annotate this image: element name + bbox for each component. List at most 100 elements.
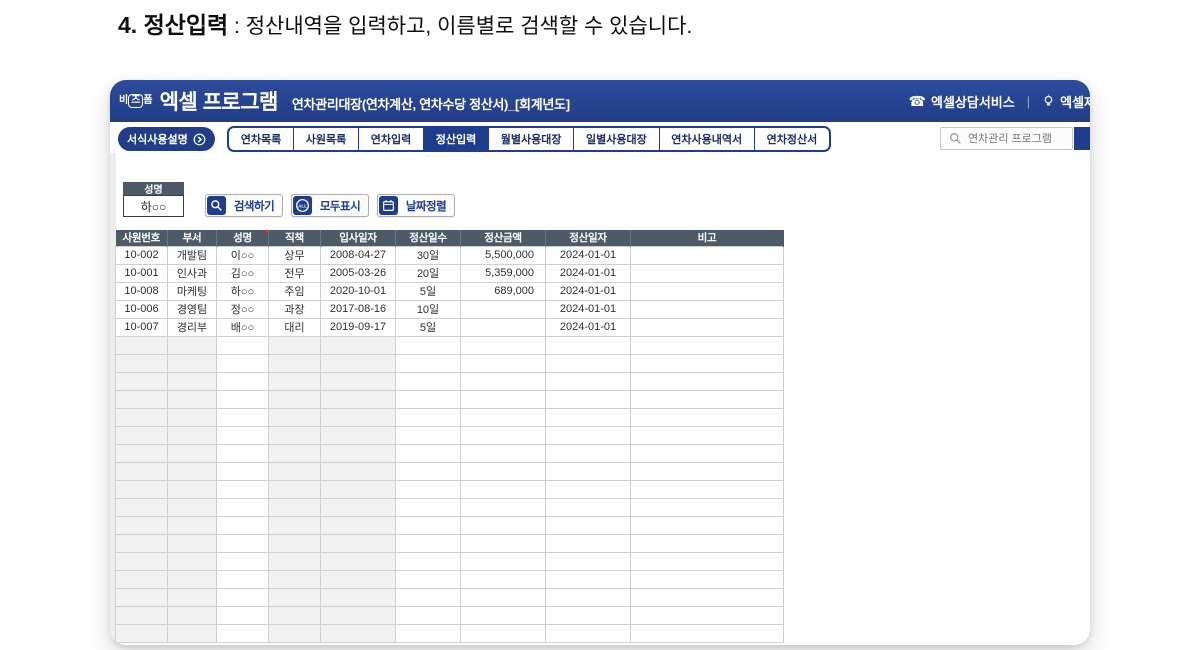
cell[interactable]: [115, 551, 168, 571]
cell[interactable]: 5일: [395, 281, 461, 301]
cell[interactable]: 5,500,000: [460, 245, 546, 265]
cell[interactable]: [268, 353, 321, 373]
show-all-button[interactable]: ALL 모두표시: [291, 194, 369, 217]
cell[interactable]: [268, 335, 321, 355]
cell[interactable]: 2024-01-01: [545, 299, 631, 319]
cell[interactable]: 전무: [268, 263, 321, 283]
cell[interactable]: 30일: [395, 245, 461, 265]
tab-3[interactable]: 연차입력: [359, 128, 424, 150]
cell[interactable]: [216, 587, 269, 607]
cell[interactable]: [460, 407, 546, 427]
cell[interactable]: [460, 389, 546, 409]
cell[interactable]: [216, 353, 269, 373]
cell[interactable]: [167, 587, 217, 607]
cell[interactable]: [460, 461, 546, 481]
cell[interactable]: [395, 389, 461, 409]
cell[interactable]: 2020-10-01: [320, 281, 396, 301]
cell[interactable]: 2024-01-01: [545, 317, 631, 337]
search-box[interactable]: [940, 127, 1073, 150]
cell[interactable]: 개발팀: [167, 245, 217, 265]
cell[interactable]: [167, 551, 217, 571]
cell[interactable]: 689,000: [460, 281, 546, 301]
cell[interactable]: [167, 443, 217, 463]
cell[interactable]: [216, 623, 269, 643]
cell[interactable]: [460, 371, 546, 391]
cell[interactable]: [630, 605, 784, 625]
cell[interactable]: 상무: [268, 245, 321, 265]
cell[interactable]: [395, 515, 461, 535]
cell[interactable]: [545, 461, 631, 481]
cell[interactable]: [630, 389, 784, 409]
cell[interactable]: [320, 335, 396, 355]
cell[interactable]: [545, 407, 631, 427]
cell[interactable]: 2024-01-01: [545, 263, 631, 283]
cell[interactable]: [115, 497, 168, 517]
tab-4[interactable]: 정산입력: [424, 128, 489, 150]
cell[interactable]: [395, 461, 461, 481]
cell[interactable]: 배○○: [216, 317, 269, 337]
cell[interactable]: [320, 515, 396, 535]
cell[interactable]: [395, 425, 461, 445]
cell[interactable]: [630, 551, 784, 571]
cell[interactable]: [167, 389, 217, 409]
cell[interactable]: [545, 605, 631, 625]
cell[interactable]: [115, 389, 168, 409]
cell[interactable]: [167, 515, 217, 535]
cell[interactable]: [216, 461, 269, 481]
cell[interactable]: [268, 461, 321, 481]
cell[interactable]: [167, 533, 217, 553]
cell[interactable]: [115, 533, 168, 553]
cell[interactable]: [115, 425, 168, 445]
cell[interactable]: [630, 263, 784, 283]
cell[interactable]: [268, 389, 321, 409]
tab-7[interactable]: 연차사용내역서: [660, 128, 755, 150]
cell[interactable]: [460, 479, 546, 499]
cell[interactable]: [395, 533, 461, 553]
cell[interactable]: [320, 443, 396, 463]
cell[interactable]: [268, 587, 321, 607]
cell[interactable]: [630, 317, 784, 337]
cell[interactable]: 2005-03-26: [320, 263, 396, 283]
cell[interactable]: [395, 335, 461, 355]
cell[interactable]: [395, 353, 461, 373]
cell[interactable]: [630, 443, 784, 463]
cell[interactable]: [167, 425, 217, 445]
cell[interactable]: [320, 587, 396, 607]
cell[interactable]: [460, 533, 546, 553]
cell[interactable]: [268, 425, 321, 445]
cell[interactable]: [630, 425, 784, 445]
cell[interactable]: [630, 407, 784, 427]
cell[interactable]: [115, 371, 168, 391]
cell[interactable]: [115, 443, 168, 463]
cell[interactable]: [216, 479, 269, 499]
cell[interactable]: [630, 497, 784, 517]
cell[interactable]: [167, 497, 217, 517]
cell[interactable]: [630, 299, 784, 319]
cell[interactable]: [460, 425, 546, 445]
sort-by-date-button[interactable]: 날짜정렬: [377, 194, 455, 217]
cell[interactable]: [268, 497, 321, 517]
cell[interactable]: [320, 605, 396, 625]
cell[interactable]: [167, 461, 217, 481]
cell[interactable]: [216, 515, 269, 535]
cell[interactable]: [545, 443, 631, 463]
cell[interactable]: [630, 353, 784, 373]
cell[interactable]: [115, 569, 168, 589]
cell[interactable]: [320, 407, 396, 427]
cell[interactable]: [395, 587, 461, 607]
cell[interactable]: 10-007: [115, 317, 168, 337]
cell[interactable]: [216, 425, 269, 445]
cell[interactable]: [460, 299, 546, 319]
cell[interactable]: [460, 497, 546, 517]
cell[interactable]: [320, 389, 396, 409]
cell[interactable]: [395, 551, 461, 571]
cell[interactable]: [395, 479, 461, 499]
cell[interactable]: [630, 533, 784, 553]
cell[interactable]: [115, 407, 168, 427]
excel-request-link[interactable]: 엑셀제: [1042, 92, 1090, 111]
tab-5[interactable]: 월별사용대장: [489, 128, 575, 150]
cell[interactable]: [545, 569, 631, 589]
cell[interactable]: 20일: [395, 263, 461, 283]
cell[interactable]: [545, 587, 631, 607]
cell[interactable]: [167, 335, 217, 355]
